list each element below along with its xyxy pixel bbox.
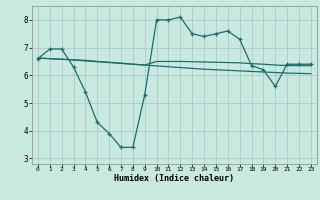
X-axis label: Humidex (Indice chaleur): Humidex (Indice chaleur) — [115, 174, 234, 183]
